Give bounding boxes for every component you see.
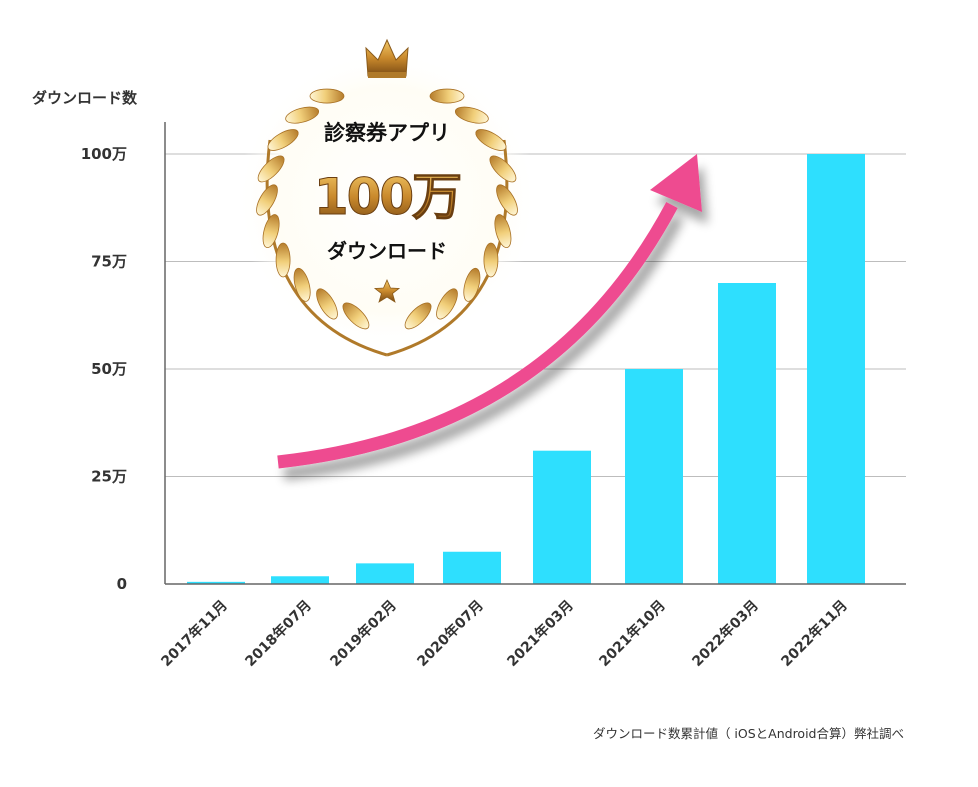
badge-subtitle: ダウンロード bbox=[327, 239, 447, 263]
star-icon bbox=[373, 279, 401, 303]
laurel-leaf bbox=[436, 288, 458, 320]
x-tick-labels: 2017年11月 2018年07月 2019年02月 2020年07月 2021年03月… bbox=[158, 597, 851, 670]
laurel-leaf bbox=[285, 106, 320, 124]
badge-glow bbox=[237, 50, 537, 350]
y-tick-label: 100万 bbox=[81, 145, 127, 163]
laurel-leaf bbox=[267, 129, 299, 151]
laurel-leaf bbox=[475, 129, 507, 151]
laurel-leaf bbox=[262, 214, 280, 248]
laurel-leaf bbox=[494, 214, 512, 248]
x-tick-label: 2022年03月 bbox=[689, 597, 762, 670]
y-tick-label: 0 bbox=[117, 575, 127, 593]
laurel-leaf bbox=[463, 267, 481, 302]
x-tick-label: 2022年11月 bbox=[778, 597, 851, 670]
x-tick-label: 2020年07月 bbox=[414, 597, 487, 670]
bar bbox=[533, 450, 591, 584]
trend-arrow bbox=[277, 154, 702, 469]
x-tick-label: 2021年10月 bbox=[596, 597, 669, 670]
x-tick-label: 2018年07月 bbox=[242, 597, 315, 670]
bar bbox=[187, 581, 245, 584]
axes bbox=[164, 122, 906, 585]
y-axis-label: ダウンロード数 bbox=[32, 89, 138, 107]
laurel-leaf bbox=[454, 106, 489, 124]
laurel-stem-left bbox=[265, 139, 388, 357]
badge-title: 診察券アプリ bbox=[324, 121, 450, 145]
badge-number: 100万 bbox=[314, 168, 460, 226]
crown-icon bbox=[365, 38, 409, 78]
y-tick-label: 50万 bbox=[91, 360, 127, 378]
bar bbox=[625, 369, 683, 584]
laurel-leaf bbox=[309, 88, 345, 104]
bar bbox=[443, 551, 501, 584]
award-badge: 診察券アプリ 100万 ダウンロード bbox=[237, 38, 537, 357]
laurel-leaf bbox=[429, 88, 465, 104]
laurel-stem-right bbox=[386, 139, 509, 357]
laurel-leaf bbox=[275, 242, 291, 278]
x-tick-label: 2017年11月 bbox=[158, 597, 231, 670]
trend-arrow-head bbox=[650, 154, 702, 212]
bar bbox=[271, 576, 329, 584]
bar bbox=[356, 563, 414, 584]
laurel-leaf bbox=[316, 288, 338, 320]
laurel-leaf bbox=[496, 184, 518, 216]
laurel-leaf bbox=[256, 184, 278, 216]
laurel-leaf bbox=[489, 155, 517, 183]
x-tick-label: 2021年03月 bbox=[504, 597, 577, 670]
laurel-leaf bbox=[483, 242, 499, 278]
laurel-leaf bbox=[257, 155, 285, 183]
y-tick-label: 75万 bbox=[91, 253, 127, 271]
laurel-wreath bbox=[256, 88, 518, 357]
bar bbox=[807, 154, 865, 584]
laurel-leaf bbox=[293, 267, 311, 302]
y-tick-labels: 0 25万 50万 75万 100万 bbox=[81, 145, 127, 593]
laurel-leaf bbox=[342, 302, 370, 330]
laurel-leaf bbox=[404, 302, 432, 330]
bar bbox=[718, 283, 776, 584]
source-note: ダウンロード数累計値（ iOSとAndroid合算）弊社調べ bbox=[593, 726, 904, 741]
trend-arrow-shaft bbox=[277, 201, 678, 469]
bars bbox=[187, 154, 865, 584]
y-tick-label: 25万 bbox=[91, 468, 127, 486]
x-tick-label: 2019年02月 bbox=[327, 597, 400, 670]
